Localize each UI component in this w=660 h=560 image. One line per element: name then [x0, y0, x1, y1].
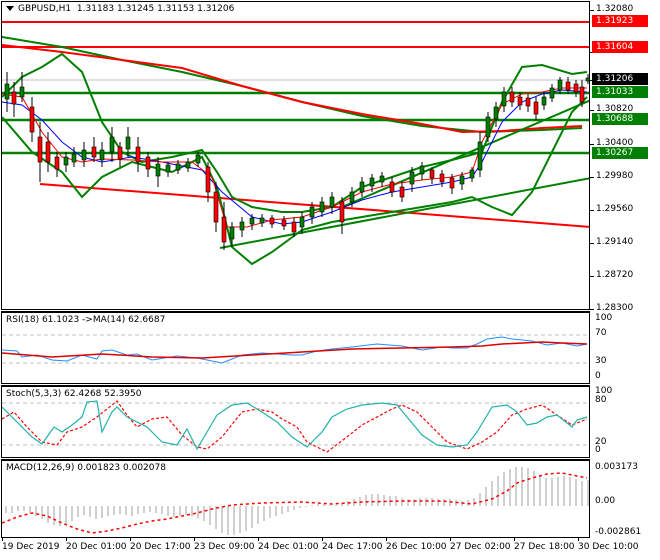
stochastic-panel[interactable]: Stoch(5,3,3) 62.4268 52.3950: [1, 385, 590, 458]
macd-axis: 0.003173 0.00 -0.002861: [591, 459, 660, 538]
macd-axis-tick: 0.00: [595, 496, 616, 506]
candles: [4, 72, 589, 250]
macd-title: MACD(12,26,9) 0.001823 0.002078: [6, 463, 166, 473]
time-tick: 24 Dec 01:00: [258, 537, 319, 552]
ohlc-values: 1.31183 1.31245 1.31153 1.31206: [76, 4, 235, 14]
price-plot: [2, 21, 589, 266]
rsi-axis-tick: 100: [595, 313, 613, 323]
price-tick: 1.29140: [589, 237, 633, 247]
main-price-chart[interactable]: GBPUSD,H1 1.31183 1.31245 1.31153 1.3120…: [1, 1, 590, 310]
stoch-axis-tick: 80: [595, 395, 607, 405]
time-tick: 30 Dec 10:00: [578, 537, 639, 552]
macd-histogram: [5, 467, 589, 535]
time-tick: 20 Dec 01:00: [66, 537, 127, 552]
time-tick: 20 Dec 17:00: [130, 537, 191, 552]
price-tick: 1.29980: [589, 171, 633, 181]
price-tick: 1.29560: [589, 204, 633, 214]
support-label-1: 1.31033: [592, 86, 648, 98]
current-price-label: 1.31206: [592, 73, 648, 85]
price-tick: 1.28720: [589, 270, 633, 280]
support-label-3: 1.30267: [592, 147, 648, 159]
chart-title: GBPUSD,H1 1.31183 1.31245 1.31153 1.3120…: [6, 4, 234, 14]
resistance-label-1: 1.31923: [592, 15, 648, 27]
stoch-plot: [2, 400, 589, 453]
macd-axis-tick: -0.002861: [595, 527, 642, 537]
rsi-panel[interactable]: RSI(18) 61.1023 ->MA(14) 62.6687: [1, 311, 590, 384]
rsi-axis-tick: 70: [595, 328, 607, 338]
stoch-axis: 100 80 20 0: [591, 385, 660, 458]
time-tick: 27 Dec 02:00: [450, 537, 511, 552]
stoch-axis-tick: 0: [595, 445, 601, 455]
resistance-label-2: 1.31604: [592, 41, 648, 53]
time-tick: 24 Dec 17:00: [322, 537, 383, 552]
time-tick: 27 Dec 18:00: [514, 537, 575, 552]
macd-plot: [2, 467, 589, 535]
stoch-axis-tick: 100: [595, 386, 613, 396]
dropdown-triangle-icon[interactable]: [6, 6, 14, 11]
rsi-title: RSI(18) 61.1023 ->MA(14) 62.6687: [6, 315, 166, 325]
symbol-label: GBPUSD,H1: [18, 4, 72, 14]
time-axis: 19 Dec 2019 20 Dec 01:00 20 Dec 17:00 23…: [0, 537, 660, 560]
time-tick: 23 Dec 09:00: [194, 537, 255, 552]
stoch-axis-tick: 20: [595, 437, 607, 447]
rsi-axis-tick: 30: [595, 356, 607, 366]
rsi-axis-tick: 0: [595, 371, 601, 381]
support-label-2: 1.30688: [592, 113, 648, 125]
price-axis: 1.32080 1.31660 1.31240 1.30820 1.30400 …: [589, 1, 660, 313]
time-tick: 19 Dec 2019: [2, 537, 60, 552]
price-tick: 1.28300: [589, 303, 633, 313]
price-tick: 1.32080: [589, 4, 633, 14]
time-tick: 26 Dec 10:00: [386, 537, 447, 552]
rsi-axis: 100 70 30 0: [591, 311, 660, 384]
macd-panel[interactable]: MACD(12,26,9) 0.001823 0.002078: [1, 459, 590, 538]
price-tick: 1.30400: [589, 138, 633, 148]
macd-axis-tick: 0.003173: [595, 462, 638, 472]
rsi-plot: [2, 334, 589, 364]
price-tick: 1.30820: [589, 104, 633, 114]
stoch-title: Stoch(5,3,3) 62.4268 52.3950: [6, 389, 142, 399]
